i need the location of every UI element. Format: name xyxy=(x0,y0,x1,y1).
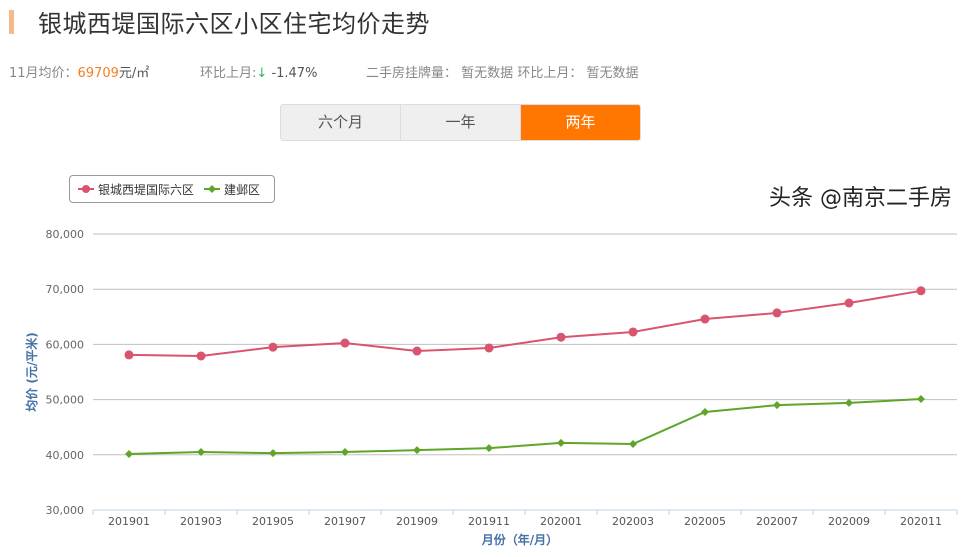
data-point xyxy=(916,286,926,296)
listing-mom-value: 暂无数据 xyxy=(586,66,639,81)
x-tick-label: 202005 xyxy=(684,515,726,528)
y-tick-label: 70,000 xyxy=(46,283,85,296)
y-tick-label: 30,000 xyxy=(46,504,85,517)
listing-label: 二手房挂牌量： xyxy=(366,66,458,81)
avg-price-label: 11月均价： xyxy=(9,66,78,81)
series-line-0 xyxy=(128,289,922,357)
title-accent-bar xyxy=(9,10,14,34)
avg-price-unit: 元/㎡ xyxy=(118,66,150,81)
x-tick-label: 202001 xyxy=(540,515,582,528)
data-point xyxy=(412,346,422,356)
data-point xyxy=(197,448,205,457)
diamond-marker-icon xyxy=(204,185,221,193)
page-title: 银城西堤国际六区小区住宅均价走势 xyxy=(38,10,430,38)
down-arrow-icon: ↓ xyxy=(256,66,268,81)
x-tick-label: 202007 xyxy=(756,515,798,528)
legend-item-community[interactable]: 银城西堤国际六区 xyxy=(78,181,194,198)
mom-value: -1.47% xyxy=(271,66,318,81)
legend-label: 建邺区 xyxy=(224,182,261,197)
legend-label: 银城西堤国际六区 xyxy=(98,182,195,197)
y-tick-label: 60,000 xyxy=(46,338,85,351)
data-point xyxy=(484,343,494,353)
chart-legend: 银城西堤国际六区 建邺区 xyxy=(69,175,276,203)
y-axis-title: 均价 (元/平米) xyxy=(24,332,39,412)
data-point xyxy=(773,401,781,410)
data-point xyxy=(485,444,493,453)
x-tick-label: 201907 xyxy=(324,515,366,528)
tab-two-years[interactable]: 两年 xyxy=(521,105,640,140)
data-point xyxy=(124,350,134,360)
avg-price-stat: 11月均价：69709元/㎡ xyxy=(9,62,149,81)
data-point xyxy=(196,351,206,361)
listing-mom-label: 环比上月： xyxy=(517,66,583,81)
x-tick-label: 201901 xyxy=(108,515,150,528)
y-tick-label: 80,000 xyxy=(46,228,85,241)
x-tick-label: 202003 xyxy=(612,515,654,528)
x-tick-label: 202011 xyxy=(900,515,942,528)
x-tick-label: 201911 xyxy=(468,515,510,528)
data-point xyxy=(845,398,853,407)
data-point xyxy=(628,327,638,337)
listing-stat: 二手房挂牌量： 暂无数据 环比上月： 暂无数据 xyxy=(366,62,638,81)
x-axis-title: 月份（年/月） xyxy=(481,532,558,547)
data-point xyxy=(844,298,854,308)
data-point xyxy=(340,338,350,348)
data-point xyxy=(700,314,710,324)
data-point xyxy=(341,448,349,457)
tab-one-year[interactable]: 一年 xyxy=(401,105,521,140)
data-point xyxy=(772,308,782,318)
watermark: 头条 @南京二手房 xyxy=(769,186,952,211)
data-point xyxy=(556,332,566,342)
y-tick-label: 50,000 xyxy=(46,394,85,407)
legend-item-district[interactable]: 建邺区 xyxy=(204,181,260,198)
x-tick-label: 201909 xyxy=(396,515,438,528)
y-tick-label: 40,000 xyxy=(46,449,85,462)
mom-stat: 环比上月:↓ -1.47% xyxy=(200,62,317,81)
data-point xyxy=(413,446,421,455)
data-point xyxy=(269,449,277,458)
x-tick-label: 202009 xyxy=(828,515,870,528)
tab-six-months[interactable]: 六个月 xyxy=(281,105,401,140)
data-point xyxy=(629,440,637,449)
x-tick-label: 201903 xyxy=(180,515,222,528)
data-point xyxy=(268,342,278,352)
period-tabs: 六个月 一年 两年 xyxy=(280,104,641,141)
series-line-1 xyxy=(128,398,922,455)
data-point xyxy=(557,438,565,447)
data-point xyxy=(125,449,133,458)
data-point xyxy=(701,408,709,417)
listing-value: 暂无数据 xyxy=(461,66,514,81)
circle-marker-icon xyxy=(78,185,94,193)
avg-price-value: 69709 xyxy=(77,66,119,81)
x-tick-label: 201905 xyxy=(252,515,294,528)
mom-label: 环比上月: xyxy=(200,66,257,81)
data-point xyxy=(917,395,925,404)
